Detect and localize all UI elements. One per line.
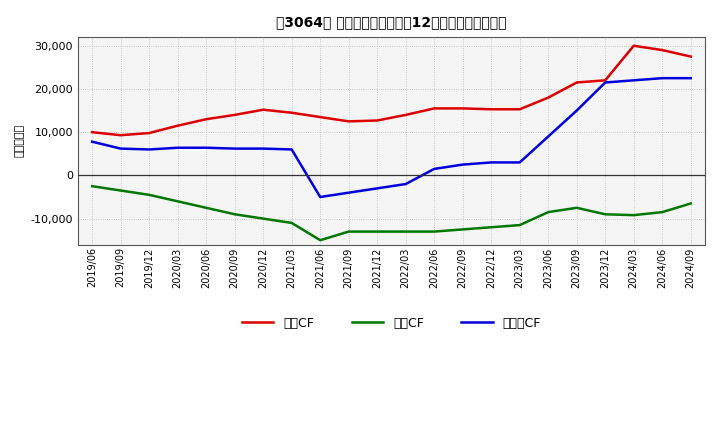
フリーCF bbox=[629, 78, 638, 83]
営業CF bbox=[658, 48, 667, 53]
フリーCF bbox=[117, 146, 125, 151]
営業CF bbox=[88, 129, 96, 135]
投資CF bbox=[88, 183, 96, 189]
フリーCF bbox=[287, 147, 296, 152]
Line: フリーCF: フリーCF bbox=[92, 78, 690, 197]
営業CF bbox=[686, 54, 695, 59]
投資CF bbox=[373, 229, 382, 234]
フリーCF bbox=[686, 76, 695, 81]
フリーCF bbox=[316, 194, 325, 200]
営業CF bbox=[230, 112, 239, 117]
営業CF bbox=[202, 117, 210, 122]
投資CF bbox=[287, 220, 296, 226]
Line: 営業CF: 営業CF bbox=[92, 46, 690, 135]
営業CF bbox=[145, 130, 153, 136]
営業CF bbox=[344, 119, 353, 124]
投資CF bbox=[686, 201, 695, 206]
投資CF bbox=[202, 205, 210, 210]
フリーCF bbox=[572, 108, 581, 113]
フリーCF bbox=[259, 146, 268, 151]
投資CF bbox=[629, 213, 638, 218]
営業CF bbox=[174, 123, 182, 128]
フリーCF bbox=[174, 145, 182, 150]
フリーCF bbox=[88, 139, 96, 144]
フリーCF bbox=[344, 190, 353, 195]
投資CF bbox=[344, 229, 353, 234]
営業CF bbox=[373, 118, 382, 123]
投資CF bbox=[572, 205, 581, 210]
フリーCF bbox=[487, 160, 495, 165]
フリーCF bbox=[658, 76, 667, 81]
Legend: 営業CF, 投資CF, フリーCF: 営業CF, 投資CF, フリーCF bbox=[242, 317, 541, 330]
営業CF bbox=[601, 78, 610, 83]
営業CF bbox=[516, 106, 524, 112]
フリーCF bbox=[145, 147, 153, 152]
営業CF bbox=[117, 132, 125, 138]
投資CF bbox=[430, 229, 438, 234]
フリーCF bbox=[430, 166, 438, 172]
Line: 投資CF: 投資CF bbox=[92, 186, 690, 240]
投資CF bbox=[174, 199, 182, 204]
投資CF bbox=[259, 216, 268, 221]
投資CF bbox=[658, 209, 667, 215]
フリーCF bbox=[601, 80, 610, 85]
営業CF bbox=[544, 95, 552, 100]
投資CF bbox=[544, 209, 552, 215]
フリーCF bbox=[373, 186, 382, 191]
フリーCF bbox=[544, 134, 552, 139]
投資CF bbox=[117, 188, 125, 193]
投資CF bbox=[487, 224, 495, 230]
投資CF bbox=[401, 229, 410, 234]
投資CF bbox=[459, 227, 467, 232]
Y-axis label: （百万円）: （百万円） bbox=[15, 124, 25, 158]
営業CF bbox=[287, 110, 296, 115]
営業CF bbox=[487, 106, 495, 112]
営業CF bbox=[430, 106, 438, 111]
フリーCF bbox=[459, 162, 467, 167]
営業CF bbox=[572, 80, 581, 85]
投資CF bbox=[316, 238, 325, 243]
Title: ［3064］ キャッシュフローの12か月移動合計の推移: ［3064］ キャッシュフローの12か月移動合計の推移 bbox=[276, 15, 507, 29]
投資CF bbox=[601, 212, 610, 217]
フリーCF bbox=[401, 181, 410, 187]
営業CF bbox=[259, 107, 268, 112]
営業CF bbox=[401, 112, 410, 117]
営業CF bbox=[459, 106, 467, 111]
フリーCF bbox=[202, 145, 210, 150]
営業CF bbox=[316, 114, 325, 120]
投資CF bbox=[516, 223, 524, 228]
フリーCF bbox=[230, 146, 239, 151]
投資CF bbox=[230, 212, 239, 217]
フリーCF bbox=[516, 160, 524, 165]
投資CF bbox=[145, 192, 153, 198]
営業CF bbox=[629, 43, 638, 48]
